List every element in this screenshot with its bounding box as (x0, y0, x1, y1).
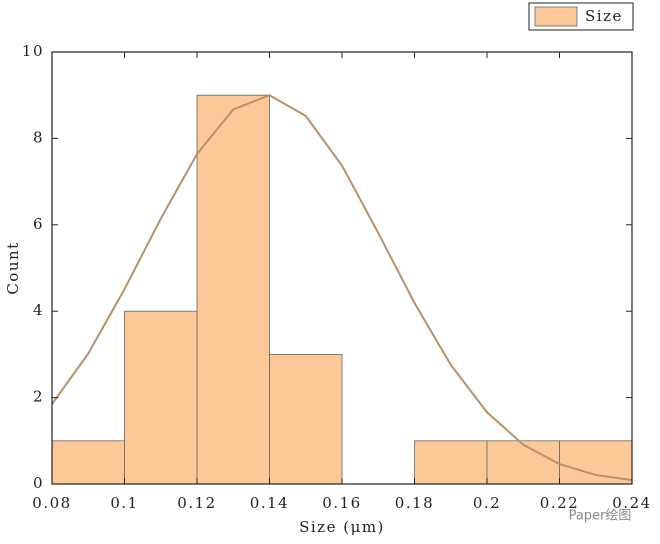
y-tick-label: 10 (22, 42, 44, 60)
fit-curve (51, 94, 633, 482)
y-tick-label: 6 (33, 215, 44, 233)
x-tick-label: 0.08 (32, 494, 71, 512)
x-tick-label: 0.2 (473, 494, 501, 512)
bar (414, 440, 488, 485)
x-tick-label: 0.22 (540, 494, 579, 512)
y-tick-label: 0 (33, 474, 44, 492)
bar (196, 94, 270, 485)
y-tick-label: 2 (33, 388, 44, 406)
x-axis-label: Size (μm) (299, 518, 385, 536)
x-tick-label: 0.14 (250, 494, 289, 512)
bar (559, 440, 633, 485)
y-tick-label: 4 (33, 301, 44, 319)
legend-swatch (534, 6, 578, 27)
y-axis-label: Count (4, 241, 22, 294)
legend-label: Size (585, 7, 623, 25)
x-tick-label: 0.16 (322, 494, 361, 512)
x-tick-label: 0.1 (110, 494, 138, 512)
y-tick-label: 8 (33, 128, 44, 146)
bar (124, 310, 198, 485)
x-tick-label: 0.18 (395, 494, 434, 512)
x-tick-label: 0.12 (177, 494, 216, 512)
bar (486, 440, 560, 485)
bar (269, 353, 343, 485)
x-tick-label: 0.24 (612, 494, 651, 512)
watermark: Paper绘图 (569, 509, 632, 524)
bar (51, 440, 125, 485)
